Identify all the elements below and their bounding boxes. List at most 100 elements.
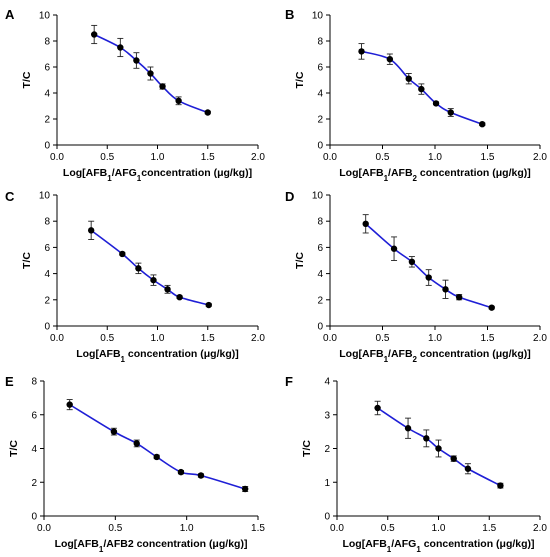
data-point [133,440,140,447]
fit-curve [365,223,492,309]
data-point [66,401,73,408]
y-tick-label: 8 [44,37,50,48]
data-point [432,100,440,107]
y-tick-label: 0 [324,512,330,523]
fit-curve [69,403,246,490]
chart-panel-e: E 0 2 4 6 8 0.0 0.5 1.0 1.5 T/C Log[AFB1/AFB2 conce… [5,374,265,554]
y-tick-label: 2 [317,115,323,126]
data-point [497,482,504,489]
x-tick-label: 2.0 [251,152,265,163]
panel-letter: D [285,189,294,204]
y-axis-title: T/C [21,252,33,269]
x-tick-label: 0.0 [37,523,51,534]
x-tick-label: 1.5 [481,152,495,163]
chart-panel-a: A 0 2 4 6 8 10 0.0 0.5 1.0 1.5 2.0 T/C Log[AFB1/AFG1c… [5,7,265,183]
y-tick-label: 6 [317,243,323,254]
chart-panel-f: F 0 1 2 3 4 0.0 0.5 1.0 1.5 2.0 T/C Log[AFB1/AFG1 co… [285,374,547,554]
data-point [133,57,140,64]
x-tick-label: 0.5 [381,523,395,534]
data-point [110,428,118,435]
y-tick-label: 1 [324,478,330,489]
x-tick-label: 2.0 [251,333,265,344]
data-point [117,44,124,51]
data-point [241,485,249,493]
x-tick-label: 1.0 [432,523,446,534]
y-tick-label: 8 [317,217,323,228]
y-tick-label: 6 [317,63,323,74]
y-tick-label: 4 [317,269,323,280]
y-tick-label: 0 [317,141,323,152]
x-tick-label: 0.0 [50,152,64,163]
data-point [435,445,442,452]
y-tick-label: 8 [317,37,323,48]
y-tick-label: 10 [39,11,51,22]
data-point [358,48,365,55]
y-tick-label: 2 [44,115,50,126]
y-tick-label: 6 [31,410,37,421]
x-axis-title: Log[AFB1/AFB2 concentration (μg/kg)] [339,348,531,364]
x-tick-label: 1.0 [180,523,194,534]
data-point [479,121,486,128]
x-tick-label: 0.5 [100,152,114,163]
data-point [90,31,98,38]
data-point [455,293,463,301]
x-axis-title: Log[AFB1/AFG1concentration (μg/kg)] [63,167,252,183]
x-tick-label: 1.0 [151,152,165,163]
data-point [135,265,142,272]
y-tick-label: 0 [317,322,323,333]
data-point [464,465,472,472]
y-axis-title: T/C [294,71,306,88]
panel-letter: A [5,7,15,22]
x-tick-label: 1.5 [201,333,215,344]
y-tick-label: 10 [312,191,324,202]
data-point [408,258,416,266]
panel-letter: F [285,374,293,389]
data-point [175,97,182,105]
data-point [390,245,398,252]
data-point [177,468,185,476]
data-point [204,109,211,116]
y-tick-label: 8 [44,217,50,228]
x-axis-title: Log[AFB1/AFG1 concentration (μg/kg)] [342,538,534,552]
panel-letter: C [5,189,15,204]
data-point [442,286,449,293]
y-axis-title: T/C [8,440,20,457]
y-tick-label: 4 [324,377,330,388]
y-tick-label: 4 [44,269,50,280]
data-point [450,455,457,462]
data-point [447,109,454,116]
y-tick-label: 4 [31,444,37,455]
y-tick-label: 10 [312,11,324,22]
x-tick-label: 1.0 [428,152,442,163]
x-tick-label: 0.5 [100,333,114,344]
data-point [418,85,425,93]
x-tick-label: 0.5 [376,152,390,163]
chart-panel-d: D 0 2 4 6 8 10 0.0 0.5 1.0 1.5 2.0 T/C Log[AFB1/AFB2 … [285,189,547,364]
x-axis-title: Log[AFB1 concentration (μg/kg)] [76,348,239,364]
data-point [164,286,171,293]
y-axis-title: T/C [301,440,313,457]
y-tick-label: 2 [31,478,37,489]
y-tick-label: 2 [324,444,330,455]
data-point [159,83,166,90]
x-tick-label: 1.0 [428,333,442,344]
y-tick-label: 3 [324,410,330,421]
y-tick-label: 2 [44,295,50,306]
data-point [205,301,212,309]
data-point [197,472,205,479]
x-tick-label: 0.5 [376,333,390,344]
x-tick-label: 1.5 [251,523,265,534]
x-tick-label: 1.5 [481,333,495,344]
y-axis-title: T/C [294,252,306,269]
data-point [488,304,495,311]
x-tick-label: 1.5 [201,152,215,163]
x-tick-label: 0.5 [108,523,122,534]
data-point [386,56,394,63]
x-tick-label: 2.0 [533,333,547,344]
y-tick-label: 6 [44,63,50,74]
y-tick-label: 4 [317,89,323,100]
data-point [153,453,160,461]
x-tick-label: 1.0 [151,333,165,344]
x-tick-label: 1.5 [482,523,496,534]
data-point [362,220,369,228]
